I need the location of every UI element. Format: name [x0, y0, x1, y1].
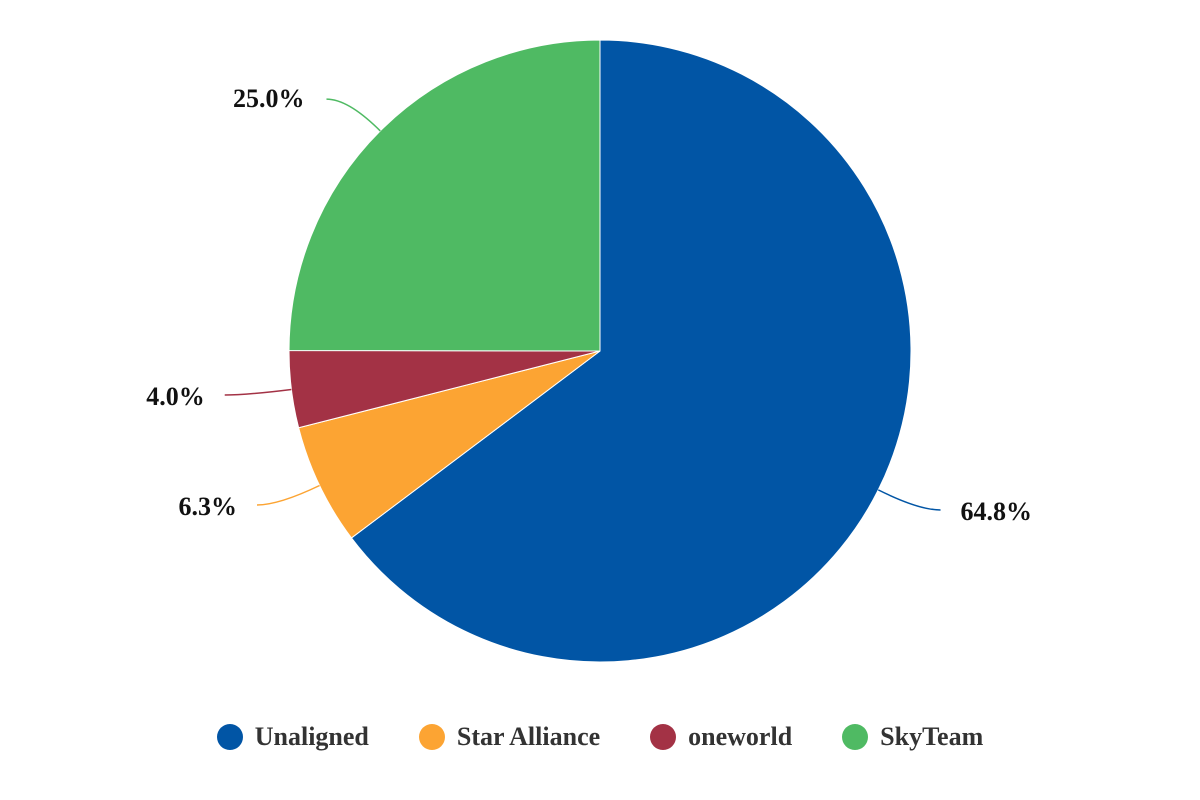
legend-swatch-oneworld	[650, 724, 677, 750]
legend-label-skyteam: SkyTeam	[880, 722, 984, 751]
legend-swatch-skyteam	[842, 724, 869, 750]
leader-line-star-alliance	[257, 484, 320, 506]
legend-label-oneworld: oneworld	[688, 722, 793, 751]
data-label-star-alliance: 6.3%	[179, 492, 238, 521]
data-labels: 64.8% 6.3% 4.0% 25.0%	[146, 84, 1032, 526]
pie-slice-skyteam[interactable]	[288, 39, 601, 352]
data-label-skyteam: 25.0%	[233, 84, 305, 113]
pie-slices	[288, 39, 912, 663]
pie-slice-unaligned[interactable]	[350, 39, 912, 663]
data-label-unaligned: 64.8%	[961, 497, 1033, 526]
legend-item-skyteam[interactable]: SkyTeam	[842, 722, 983, 752]
pie-slice-star-alliance[interactable]	[298, 350, 601, 539]
legend-item-star-alliance[interactable]: Star Alliance	[418, 722, 601, 752]
leader-lines	[224, 98, 941, 511]
legend-item-unaligned[interactable]: Unaligned	[216, 722, 369, 752]
leader-line-oneworld	[224, 388, 292, 396]
leader-line-unaligned	[877, 489, 941, 511]
legend-swatch-unaligned	[216, 724, 243, 750]
legend-label-unaligned: Unaligned	[254, 722, 369, 751]
data-label-oneworld: 4.0%	[146, 382, 205, 411]
legend: Unaligned Star Alliance oneworld SkyTeam	[0, 712, 1200, 762]
leader-line-skyteam	[326, 98, 381, 132]
legend-swatch-star-alliance	[418, 724, 445, 750]
legend-label-star-alliance: Star Alliance	[456, 722, 601, 751]
legend-item-oneworld[interactable]: oneworld	[650, 722, 792, 752]
